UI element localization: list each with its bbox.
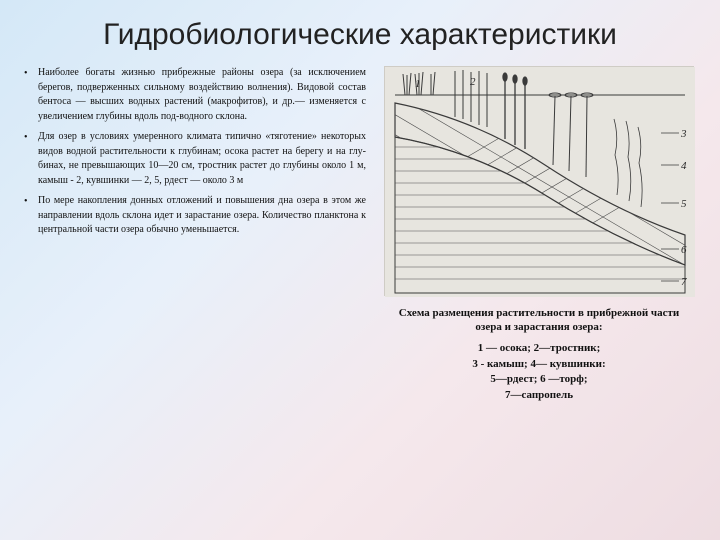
two-column-layout: • Наиболее богаты жизнью прибрежные райо…: [24, 66, 696, 506]
figure-legend: 1 — осока; 2—тростник; 3 - камыш; 4— кув…: [410, 341, 668, 405]
diagram-figure: 1 2 3 4 5 6 7: [384, 66, 694, 296]
bullet-dot: •: [24, 130, 38, 188]
bullet-text: По мере накопления донных отложений и по…: [38, 194, 366, 238]
bullet-text: Наиболее богаты жизнью прибрежные районы…: [38, 66, 366, 124]
right-column: 1 2 3 4 5 6 7 Схема размещения ра: [382, 66, 696, 506]
bullet-item: • Для озер в условиях умеренного климата…: [24, 130, 366, 188]
fig-label-6: 6: [681, 244, 687, 256]
figure-caption: Схема размещения растительности в прибре…: [390, 306, 688, 335]
bullet-dot: •: [24, 66, 38, 124]
lake-cross-section-svg: 1 2 3 4 5 6 7: [385, 67, 695, 297]
fig-label-5: 5: [681, 198, 687, 210]
fig-label-7: 7: [681, 276, 687, 288]
fig-label-1: 1: [415, 78, 421, 90]
left-column: • Наиболее богаты жизнью прибрежные райо…: [24, 66, 366, 506]
bullet-text: Для озер в условиях умеренного климата т…: [38, 130, 366, 188]
bullet-item: • По мере накопления донных отложений и …: [24, 194, 366, 238]
fig-label-4: 4: [681, 160, 687, 172]
fig-label-2: 2: [470, 76, 476, 88]
bullet-dot: •: [24, 194, 38, 238]
bullet-item: • Наиболее богаты жизнью прибрежные райо…: [24, 66, 366, 124]
fig-label-3: 3: [680, 128, 687, 140]
page-title: Гидробиологические характеристики: [24, 18, 696, 52]
